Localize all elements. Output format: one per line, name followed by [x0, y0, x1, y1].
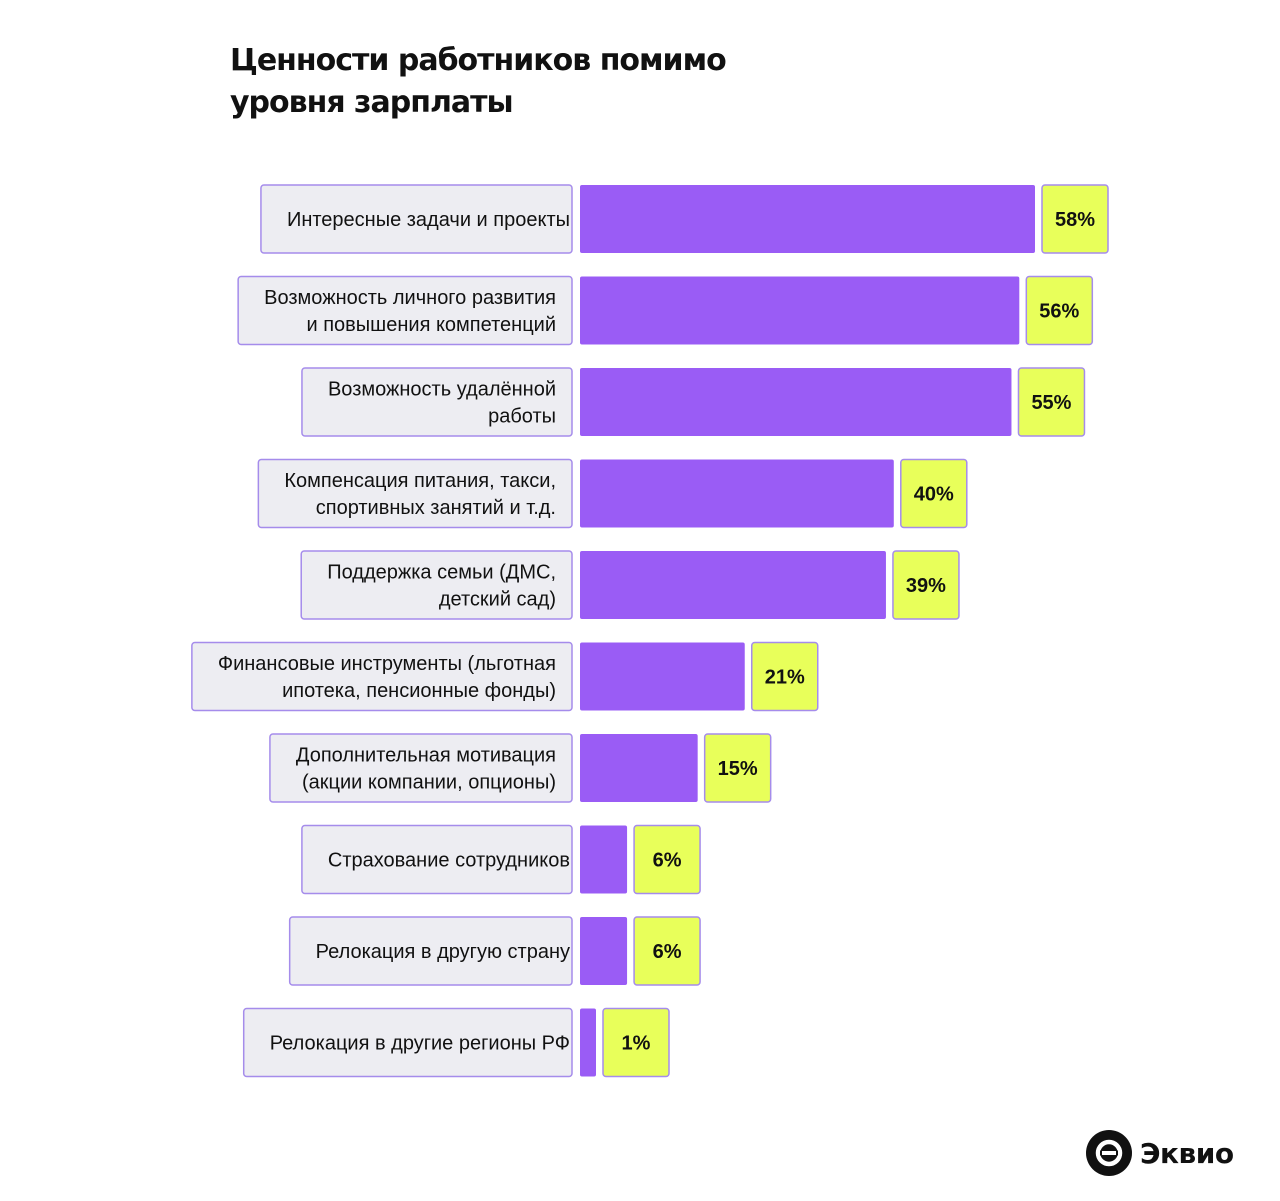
category-label: Страхование сотрудников [328, 850, 570, 872]
category-label-box [288, 916, 573, 986]
bar [580, 734, 698, 802]
category-label-line: Поддержка семьи (ДМС, [327, 562, 556, 584]
category-label-line: (акции компании, опционы) [302, 772, 556, 794]
chart-title-line-1: Ценности работников помимо [230, 43, 727, 78]
bar [580, 642, 745, 711]
category-label-line: спортивных занятий и т.д. [316, 497, 556, 519]
category-label-box [269, 733, 573, 803]
data-label: 40% [914, 484, 954, 506]
category-label-line: работы [488, 406, 556, 428]
value-box [1017, 367, 1086, 437]
chart-title-line-2: уровня зарплаты [230, 85, 514, 120]
bar [580, 276, 1020, 345]
category-label-box [301, 824, 573, 895]
category-label-line: Страхование сотрудников [328, 850, 570, 872]
category-label-line: Дополнительная мотивация [296, 745, 556, 767]
data-label: 55% [1031, 392, 1071, 414]
value-box [900, 458, 968, 529]
brand-name: Эквио [1140, 1136, 1234, 1170]
category-label-box [191, 641, 573, 712]
data-label: 39% [906, 575, 946, 597]
bar [580, 185, 1035, 253]
value-box [1041, 184, 1109, 254]
value-box [633, 824, 701, 895]
bar [580, 1008, 596, 1077]
category-label: Возможность личного развития и повышения … [264, 287, 556, 336]
chart-title: Ценности работников помимо уровня зарпла… [230, 40, 850, 124]
data-label: 58% [1055, 209, 1095, 231]
bar [580, 825, 628, 894]
data-label: 56% [1039, 301, 1079, 323]
category-label: Компенсация питания, такси, спортивных за… [284, 470, 556, 519]
category-label: Интересные задачи и проекты [287, 209, 570, 231]
data-label: 21% [765, 667, 805, 689]
category-label-box [242, 1007, 573, 1078]
category-label: Возможность удалённой работы [328, 379, 556, 428]
data-label: 1% [622, 1033, 651, 1055]
category-label-box [237, 275, 573, 346]
data-label: 6% [653, 941, 682, 963]
category-label-line: и повышения компетенций [307, 314, 557, 336]
category-label: Релокация в другие регионы РФ [270, 1033, 570, 1055]
bar [580, 368, 1012, 436]
bar [580, 917, 628, 985]
value-box [1025, 275, 1094, 346]
category-label-line: Финансовые инструменты (льготная [218, 653, 556, 675]
bar [580, 551, 886, 619]
category-label-line: Релокация в другие регионы РФ [270, 1033, 570, 1055]
category-label-line: Компенсация питания, такси, [284, 470, 556, 492]
value-box [703, 733, 772, 803]
data-label: 6% [653, 850, 682, 872]
bar [580, 459, 894, 528]
category-label-line: детский сад) [439, 589, 556, 611]
category-label-line: Релокация в другую страну [316, 941, 570, 963]
category-label: Дополнительная мотивация (акции компании,… [296, 745, 556, 794]
value-box [602, 1007, 670, 1078]
ekvio-logo-icon [1086, 1130, 1132, 1176]
category-label: Поддержка семьи (ДМС, детский сад) [327, 562, 556, 611]
value-box [892, 550, 960, 620]
category-label-line: Возможность удалённой [328, 379, 556, 401]
category-label-line: ипотека, пенсионные фонды) [282, 680, 556, 702]
category-label: Релокация в другую страну [316, 941, 570, 963]
category-label-line: Интересные задачи и проекты [287, 209, 570, 231]
category-label-box [257, 458, 573, 529]
category-label-line: Возможность личного развития [264, 287, 556, 309]
value-box [750, 641, 819, 712]
category-label-box [301, 367, 573, 437]
brand: Эквио [1086, 1130, 1234, 1176]
category-label-box [300, 550, 573, 620]
value-box [633, 916, 701, 986]
category-label-box [260, 184, 573, 254]
data-label: 15% [718, 758, 758, 780]
category-label: Финансовые инструменты (льготная ипотека,… [218, 653, 556, 702]
